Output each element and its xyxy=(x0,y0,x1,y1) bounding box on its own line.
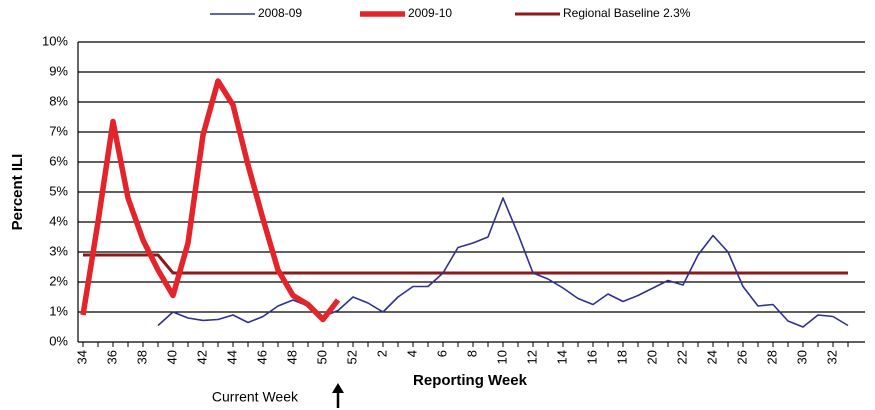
x-tick-label: 2 xyxy=(374,350,389,357)
y-tick-label: 8% xyxy=(49,93,68,108)
x-tick-label: 52 xyxy=(344,350,359,364)
x-tick-label: 36 xyxy=(104,350,119,364)
x-tick-label: 34 xyxy=(74,350,89,364)
annotation: Current Week xyxy=(212,389,299,405)
legend-label: Regional Baseline 2.3% xyxy=(563,6,691,20)
x-tick-label: 24 xyxy=(704,350,719,364)
y-tick-label: 5% xyxy=(49,183,68,198)
y-axis-label: Percent ILI xyxy=(9,154,26,231)
x-tick-label: 50 xyxy=(314,350,329,364)
x-tick-label: 18 xyxy=(614,350,629,364)
x-tick-label: 4 xyxy=(404,350,419,357)
y-tick-label: 0% xyxy=(49,333,68,348)
x-axis-label: Reporting Week xyxy=(413,372,528,389)
legend-label: 2009-10 xyxy=(408,6,452,20)
x-tick-label: 22 xyxy=(674,350,689,364)
x-tick-label: 12 xyxy=(524,350,539,364)
x-tick-label: 40 xyxy=(164,350,179,364)
x-tick-label: 26 xyxy=(734,350,749,364)
x-tick-label: 48 xyxy=(284,350,299,364)
x-tick-label: 8 xyxy=(464,350,479,357)
y-tick-label: 3% xyxy=(49,243,68,258)
x-tick-label: 20 xyxy=(644,350,659,364)
x-tick-label: 6 xyxy=(434,350,449,357)
x-tick-label: 16 xyxy=(584,350,599,364)
x-tick-label: 38 xyxy=(134,350,149,364)
x-tick-label: 42 xyxy=(194,350,209,364)
x-tick-label: 10 xyxy=(494,350,509,364)
y-tick-label: 2% xyxy=(49,273,68,288)
x-tick-label: 28 xyxy=(764,350,779,364)
legend-label: 2008-09 xyxy=(258,6,302,20)
x-tick-label: 44 xyxy=(224,350,239,364)
y-tick-label: 1% xyxy=(49,303,68,318)
x-tick-label: 32 xyxy=(824,350,839,364)
y-tick-label: 10% xyxy=(42,33,68,48)
series-line xyxy=(157,197,849,328)
y-tick-label: 4% xyxy=(49,213,68,228)
y-tick-label: 6% xyxy=(49,153,68,168)
x-tick-label: 46 xyxy=(254,350,269,364)
annotation-arrowhead xyxy=(332,383,344,393)
series-line xyxy=(83,253,848,275)
x-tick-label: 30 xyxy=(794,350,809,364)
y-tick-label: 9% xyxy=(49,63,68,78)
y-tick-label: 7% xyxy=(49,123,68,138)
x-tick-label: 14 xyxy=(554,350,569,364)
series-line xyxy=(80,78,341,323)
